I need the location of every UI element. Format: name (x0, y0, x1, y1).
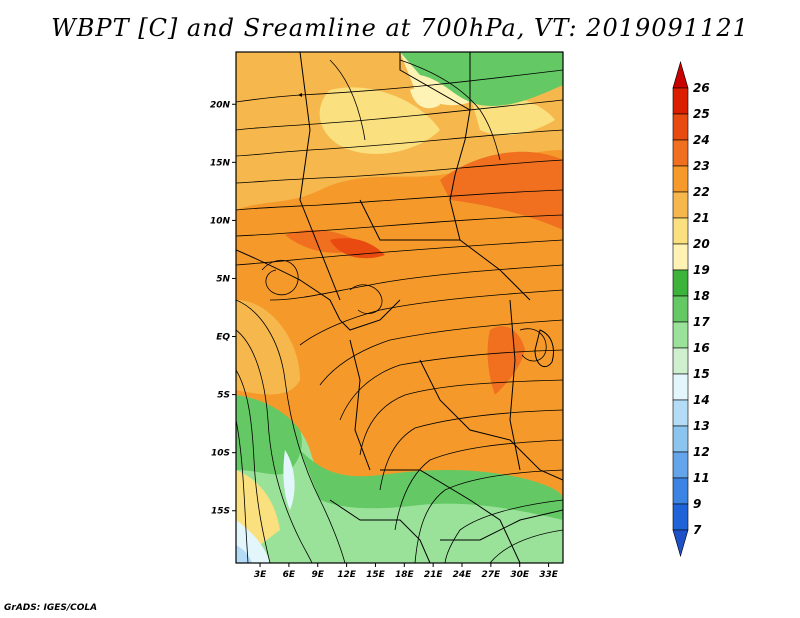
colorbar-label: 21 (693, 211, 710, 225)
grads-credit: GrADS: IGES/COLA (4, 603, 98, 613)
colorbar-label: 9 (693, 497, 701, 511)
colorbar-segment (672, 60, 689, 89)
colorbar-label: 17 (693, 315, 710, 329)
colorbar-label: 26 (693, 81, 710, 95)
colorbar-segment (672, 217, 689, 245)
lon-tick-label: 21E (424, 570, 444, 580)
colorbar-segment (672, 243, 689, 271)
lon-tick-label: 15E (366, 570, 386, 580)
lat-tick-label: EQ (216, 333, 230, 343)
colorbar-label: 16 (693, 341, 710, 355)
colorbar-label: 22 (693, 185, 710, 199)
colorbar-segment (672, 451, 689, 479)
lon-tick-label: 27E (482, 570, 502, 580)
colorbar-segment (672, 165, 689, 193)
streamlines (236, 59, 563, 563)
colorbar-segment (672, 191, 689, 219)
colorbar-segment (672, 113, 689, 141)
colorbar-segment (672, 477, 689, 505)
lat-tick-label: 15S (211, 507, 230, 517)
colorbar-segment (672, 399, 689, 427)
lat-tick-label: 5N (216, 274, 230, 284)
colorbar-segment (672, 425, 689, 453)
lon-tick-label: 24E (453, 570, 473, 580)
lon-tick-label: 33E (539, 570, 559, 580)
colorbar-label: 14 (693, 393, 710, 407)
lat-tick-label: 10N (210, 216, 231, 226)
colorbar-label: 12 (693, 445, 710, 459)
map-frame (235, 51, 564, 564)
colorbar-segment (672, 139, 689, 167)
lon-tick-label: 18E (395, 570, 415, 580)
colorbar-segment (672, 347, 689, 375)
colorbar: 26 25 24 23 22 21 20 19 18 17 16 15 14 13 12 11 9 7 (672, 60, 710, 558)
colorbar-segment (672, 321, 689, 349)
colorbar-label: 13 (693, 419, 710, 433)
map-title: WBPT [C] and Sreamline at 700hPa, VT: 20… (51, 14, 749, 42)
lon-tick-label: 3E (254, 570, 267, 580)
wbpt-field (236, 52, 563, 563)
colorbar-label: 18 (693, 289, 710, 303)
lat-tick-label: 15N (210, 158, 231, 168)
colorbar-label: 15 (693, 367, 710, 381)
colorbar-label: 25 (693, 107, 710, 121)
colorbar-label: 19 (693, 263, 710, 277)
longitude-axis: 3E 6E 9E 12E 15E 18E 21E 24E 27E 30E 33E (254, 563, 559, 580)
lon-tick-label: 30E (510, 570, 530, 580)
colorbar-segment (672, 503, 689, 531)
colorbar-label: 20 (693, 237, 710, 251)
colorbar-segment (672, 269, 689, 297)
colorbar-segment (672, 529, 689, 558)
colorbar-label: 24 (693, 133, 710, 147)
lon-tick-label: 12E (337, 570, 357, 580)
latitude-axis: 20N 15N 10N 5N EQ 5S 10S 15S (210, 100, 236, 517)
lon-tick-label: 6E (283, 570, 296, 580)
colorbar-label: 11 (693, 471, 710, 485)
colorbar-label: 23 (693, 159, 710, 173)
lat-tick-label: 5S (217, 391, 230, 401)
colorbar-segment (672, 295, 689, 323)
lat-tick-label: 10S (211, 449, 230, 459)
lat-tick-label: 20N (210, 100, 231, 110)
country-borders (236, 52, 563, 563)
colorbar-label: 7 (693, 523, 702, 537)
lon-tick-label: 9E (312, 570, 325, 580)
colorbar-segment (672, 373, 689, 401)
colorbar-segment (672, 87, 689, 115)
